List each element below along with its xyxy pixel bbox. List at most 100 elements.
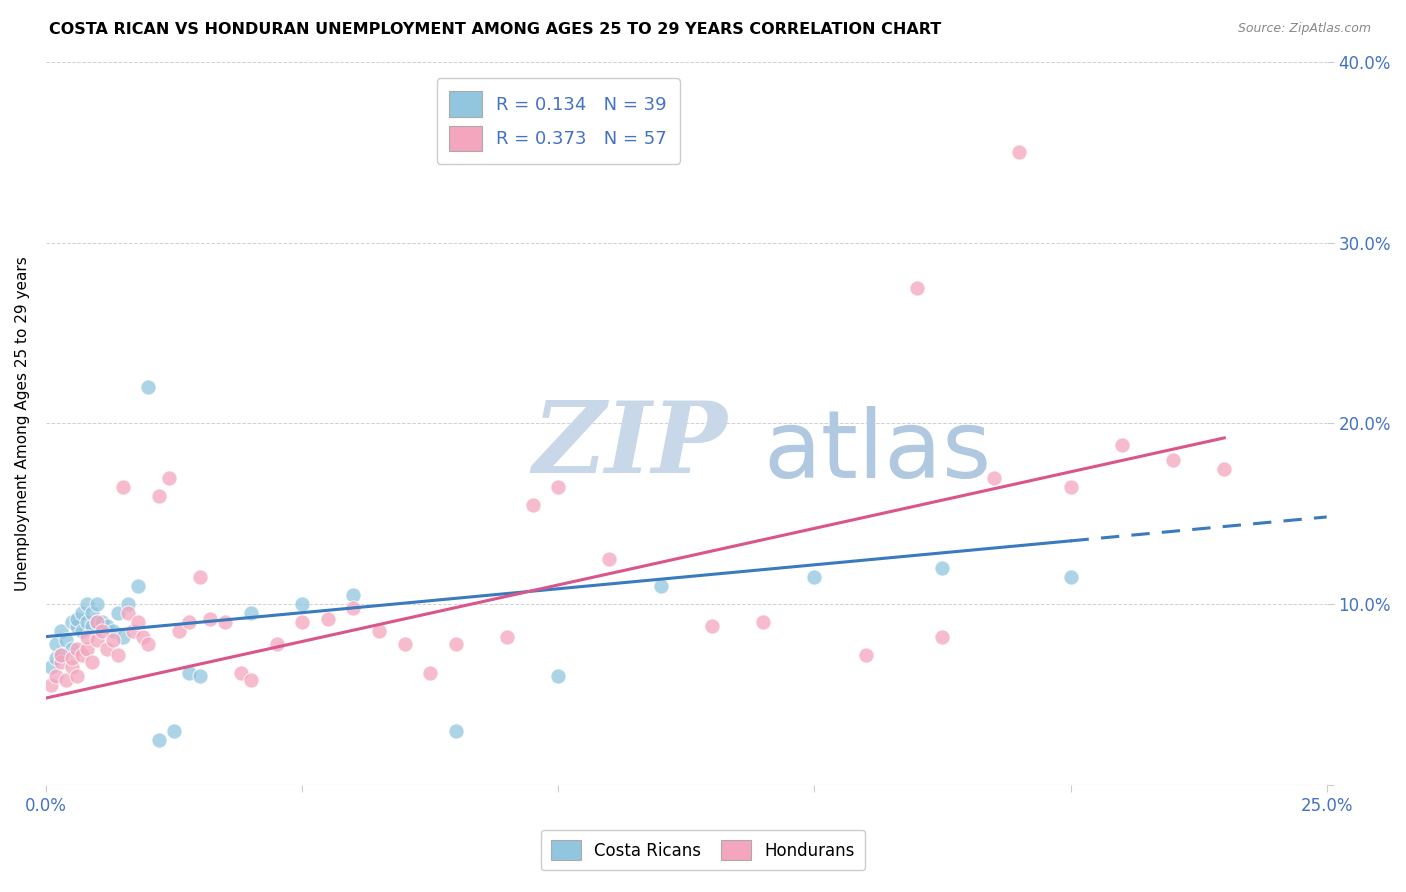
Point [931,561,953,575]
Point [60,615,83,629]
Point [86,597,108,611]
Text: atlas: atlas [763,407,991,499]
Point [91,624,114,639]
Point [86,615,108,629]
Point [96,642,118,657]
Point [229,665,252,680]
Legend: R = 0.134   N = 39, R = 0.373   N = 57: R = 0.134 N = 39, R = 0.373 N = 57 [437,78,679,164]
Point [66,642,89,657]
Point [127,615,149,629]
Point [76,597,98,611]
Point [148,732,170,747]
Point [76,630,98,644]
Point [45,669,67,683]
Point [291,615,314,629]
Point [96,619,118,633]
Point [157,470,180,484]
Point [111,480,134,494]
Point [86,615,108,629]
Point [51,624,73,639]
Point [547,669,569,683]
Point [239,606,262,620]
Point [111,630,134,644]
Point [60,660,83,674]
Point [51,648,73,662]
Point [650,579,672,593]
Point [60,651,83,665]
Point [127,579,149,593]
Point [266,637,288,651]
Point [419,665,441,680]
Point [188,570,211,584]
Point [39,678,62,692]
Point [1111,438,1133,452]
Point [70,624,93,639]
Point [179,615,201,629]
Point [214,615,236,629]
Point [117,606,139,620]
Point [80,655,103,669]
Y-axis label: Unemployment Among Ages 25 to 29 years: Unemployment Among Ages 25 to 29 years [15,256,30,591]
Point [444,723,467,738]
Point [444,637,467,651]
Point [752,615,775,629]
Point [138,637,160,651]
Point [70,648,93,662]
Point [45,637,67,651]
Point [291,597,314,611]
Legend: Costa Ricans, Hondurans: Costa Ricans, Hondurans [541,830,865,871]
Point [107,606,129,620]
Point [148,489,170,503]
Point [1161,452,1184,467]
Point [55,633,77,648]
Point [55,673,77,687]
Point [1008,145,1031,160]
Point [188,669,211,683]
Point [167,624,190,639]
Point [117,597,139,611]
Point [138,380,160,394]
Point [76,615,98,629]
Point [700,619,723,633]
Point [51,655,73,669]
Point [316,611,339,625]
Point [394,637,416,651]
Point [547,480,569,494]
Point [803,570,825,584]
Point [342,588,364,602]
Point [179,665,201,680]
Point [60,642,83,657]
Point [1059,480,1081,494]
Point [522,498,544,512]
Point [107,648,129,662]
Point [855,648,877,662]
Point [198,611,221,625]
Point [368,624,391,639]
Point [132,630,155,644]
Text: ZIP: ZIP [533,397,728,493]
Text: COSTA RICAN VS HONDURAN UNEMPLOYMENT AMONG AGES 25 TO 29 YEARS CORRELATION CHART: COSTA RICAN VS HONDURAN UNEMPLOYMENT AMO… [49,22,942,37]
Point [91,615,114,629]
Point [86,633,108,648]
Point [1059,570,1081,584]
Point [598,552,620,566]
Point [905,281,928,295]
Text: Source: ZipAtlas.com: Source: ZipAtlas.com [1237,22,1371,36]
Point [66,619,89,633]
Point [66,669,89,683]
Point [51,648,73,662]
Point [80,606,103,620]
Point [931,630,953,644]
Point [45,651,67,665]
Point [163,723,186,738]
Point [1213,461,1236,475]
Point [983,470,1005,484]
Point [496,630,519,644]
Point [76,642,98,657]
Point [39,660,62,674]
Point [70,606,93,620]
Point [66,611,89,625]
Point [122,624,145,639]
Point [101,633,124,648]
Point [80,619,103,633]
